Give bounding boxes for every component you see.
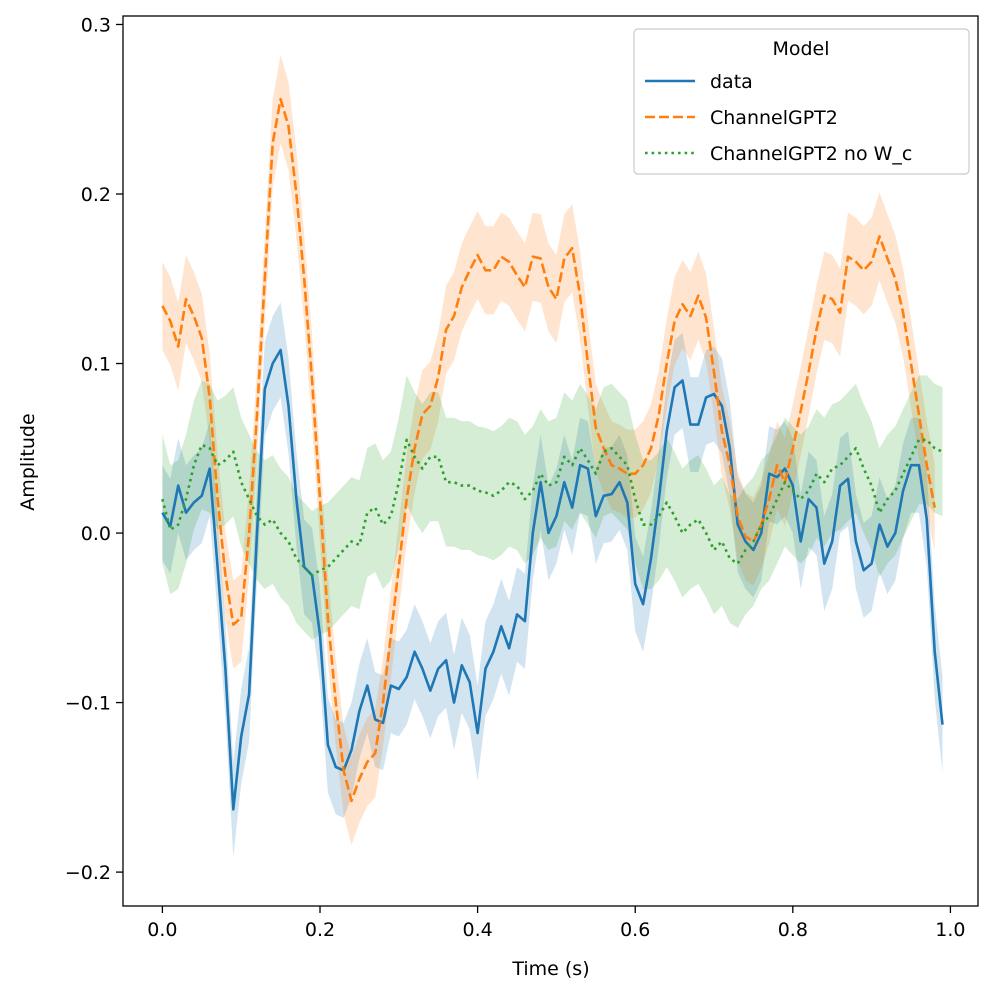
y-tick-label: 0.3 [81,14,111,36]
y-tick-label: 0.1 [81,354,111,376]
x-tick-label: 0.4 [462,919,492,941]
legend-label-channelgpt2: ChannelGPT2 [710,107,838,129]
series-line-data [161,348,944,811]
x-tick-label: 0.0 [147,919,177,941]
series-line-channelgpt2-no-w-c [161,438,944,577]
x-axis-label: Time (s) [511,958,589,980]
y-tick-label: −0.1 [65,693,111,715]
x-tick-label: 0.8 [778,919,808,941]
axes-frame [122,15,979,907]
plot-area [161,55,944,857]
legend-label-channelgpt2-no-wc: ChannelGPT2 no W_c [710,143,912,165]
y-tick-label: 0.0 [81,523,111,545]
legend-title: Model [772,38,829,60]
y-axis-label: Amplitude [17,413,39,510]
axes: 0.0 0.2 0.4 0.6 0.8 1.0 −0.2 −0.1 0.0 0.1 0.2 0.3 [65,14,979,941]
y-tick-label: 0.2 [81,184,111,206]
x-tick-label: 0.6 [620,919,650,941]
series-line-channelgpt2 [161,97,936,803]
band-channelgpt2-no-w-c [162,375,943,640]
legend-box [633,28,970,175]
x-tick-label: 0.2 [305,919,335,941]
legend-label-data: data [710,71,753,93]
legend: Model data ChannelGPT2 ChannelGPT2 no W_… [633,28,970,175]
y-tick-label: −0.2 [65,862,111,884]
x-tick-label: 1.0 [935,919,965,941]
